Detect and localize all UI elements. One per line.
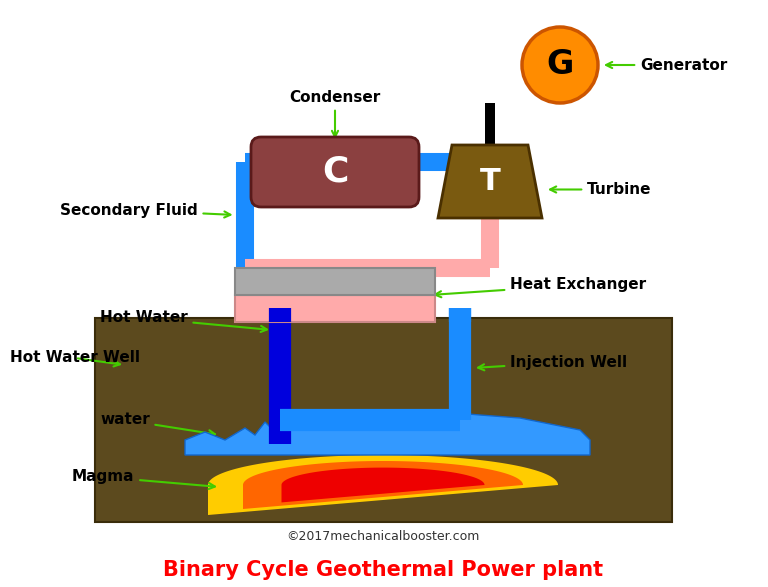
Bar [235,268,435,295]
Circle shape [522,27,598,103]
Text: Generator: Generator [606,58,727,73]
Polygon shape [282,468,485,502]
Text: Hot Water: Hot Water [100,311,267,332]
Text: water: water [100,413,215,436]
Text: T: T [480,167,501,196]
Text: Turbine: Turbine [550,182,651,197]
Bar [235,295,435,322]
Polygon shape [208,455,558,515]
Bar [95,318,672,522]
Text: G: G [546,49,574,82]
Polygon shape [243,461,523,509]
Bar [485,103,495,145]
Text: Injection Well: Injection Well [478,355,627,370]
Text: C: C [322,155,348,189]
Text: Magma: Magma [72,470,215,489]
Polygon shape [185,412,590,455]
Text: Secondary Fluid: Secondary Fluid [60,203,230,218]
Text: Binary Cycle Geothermal Power plant: Binary Cycle Geothermal Power plant [163,560,603,580]
Text: Heat Exchanger: Heat Exchanger [435,278,646,297]
FancyBboxPatch shape [251,137,419,207]
Polygon shape [438,145,542,218]
Text: ©2017mechanicalbooster.com: ©2017mechanicalbooster.com [286,531,480,544]
Text: Condenser: Condenser [290,90,381,137]
Text: Hot Water Well: Hot Water Well [10,350,140,366]
